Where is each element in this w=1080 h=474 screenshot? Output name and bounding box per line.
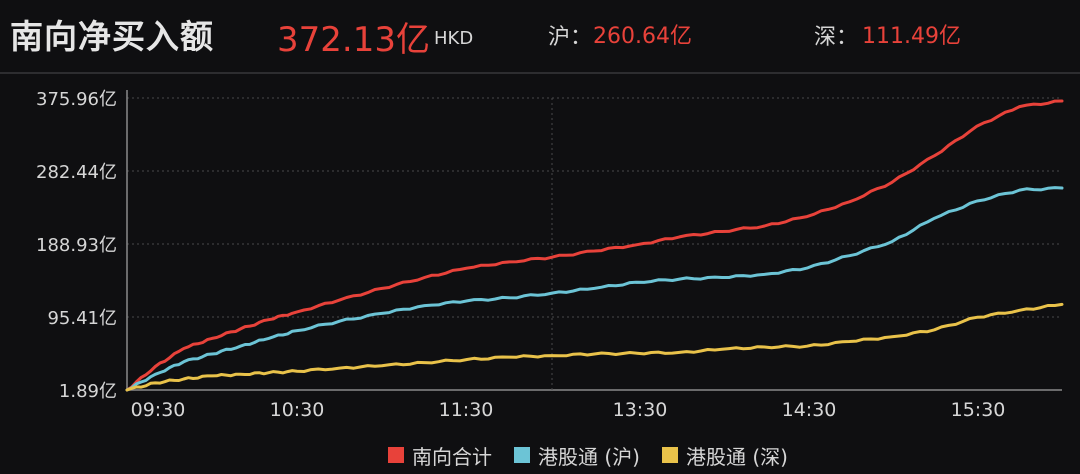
x-tick-label: 09:30: [131, 399, 186, 421]
x-tick-label: 15:30: [951, 399, 1006, 421]
y-tick-label: 1.89亿: [59, 381, 117, 402]
x-tick-label: 10:30: [270, 399, 325, 421]
total-net-buy-value: 372.13亿: [277, 20, 430, 60]
y-tick-label: 282.44亿: [36, 162, 117, 183]
page-title: 南向净买入额: [10, 17, 214, 56]
shenzhen-label: 深：: [814, 25, 859, 50]
legend-swatch-shenzhen: [661, 447, 678, 463]
x-tick-label: 11:30: [439, 399, 494, 421]
line-chart: 375.96亿 282.44亿 188.93亿 95.41亿 1.89亿 09:30 10:…: [36, 89, 1064, 421]
series-line-0: [125, 99, 1064, 392]
legend-label-total: 南向合计: [412, 444, 492, 469]
x-tick-label: 14:30: [782, 399, 837, 421]
legend-swatch-shanghai: [514, 447, 530, 463]
legend-label-shanghai: 港股通 (沪): [538, 444, 640, 469]
legend-swatch-total: [388, 447, 404, 463]
header-divider: [0, 72, 1080, 74]
series-line-1: [125, 186, 1064, 392]
shanghai-value: 260.64亿: [593, 24, 692, 49]
y-tick-label: 188.93亿: [36, 235, 117, 256]
x-tick-label: 13:30: [613, 399, 668, 421]
shenzhen-value: 111.49亿: [862, 24, 961, 49]
shanghai-label: 沪：: [548, 25, 593, 50]
legend-item-shanghai[interactable]: 港股通 (沪): [514, 441, 640, 470]
header: 南向净买入额 372.13亿 HKD 沪： 260.64亿 深： 111.49亿: [0, 0, 1080, 70]
y-tick-label: 375.96亿: [36, 89, 117, 110]
chart-legend: 南向合计 港股通 (沪) 港股通 (深): [388, 441, 788, 470]
series-line-2: [125, 302, 1064, 392]
currency-unit: HKD: [434, 28, 474, 49]
legend-item-total[interactable]: 南向合计: [388, 441, 492, 470]
legend-item-shenzhen[interactable]: 港股通 (深): [661, 441, 788, 470]
y-tick-label: 95.41亿: [47, 308, 117, 329]
legend-label-shenzhen: 港股通 (深): [685, 444, 788, 469]
